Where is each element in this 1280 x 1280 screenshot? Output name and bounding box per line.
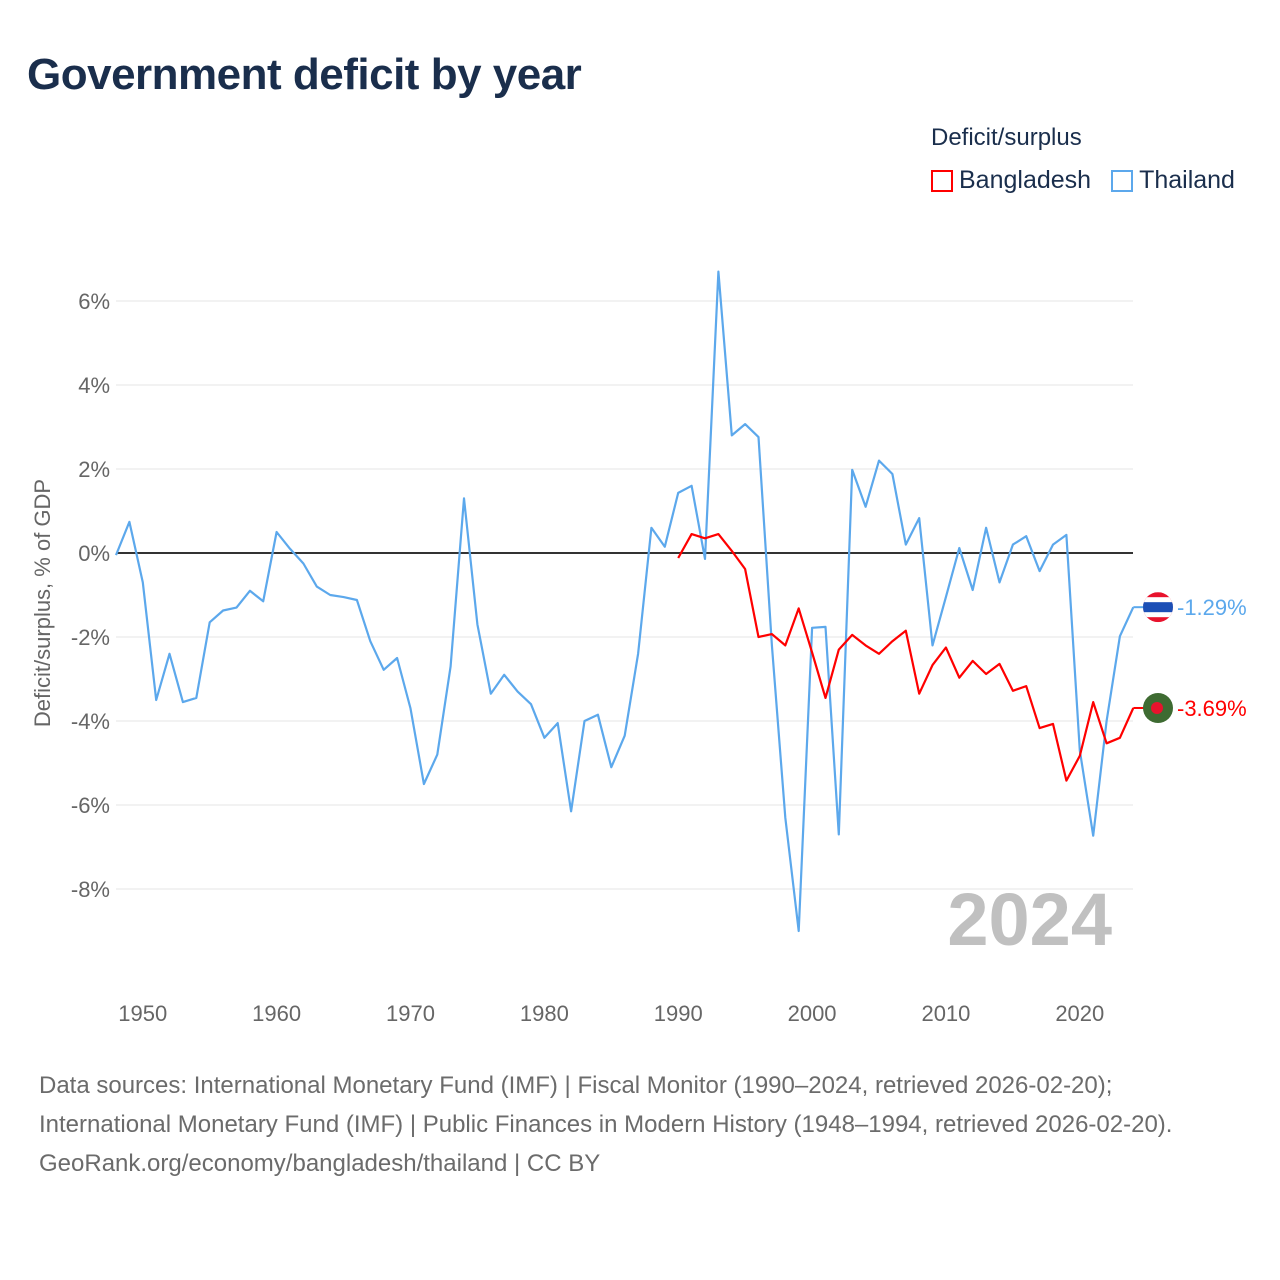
- x-tick-label: 1950: [118, 1001, 167, 1026]
- series-line-thailand: [114, 270, 1135, 933]
- end-value-label: -3.69%: [1177, 696, 1247, 721]
- x-tick-label: 2010: [921, 1001, 970, 1026]
- legend-item-thailand[interactable]: Thailand: [1111, 166, 1235, 195]
- data-sources: Data sources: International Monetary Fun…: [39, 1072, 1173, 1138]
- y-tick-label: 2%: [78, 457, 110, 482]
- x-tick-label: 1960: [252, 1001, 301, 1026]
- y-tick-label: 6%: [78, 289, 110, 314]
- y-axis-label: Deficit/surplus, % of GDP: [30, 479, 55, 727]
- y-tick-label: -4%: [71, 709, 110, 734]
- legend: Bangladesh Thailand: [931, 166, 1235, 195]
- thailand-flag-icon: [1143, 592, 1173, 623]
- x-tick-label: 2000: [788, 1001, 837, 1026]
- series-line-bangladesh: [677, 532, 1135, 782]
- footer: Data sources: International Monetary Fun…: [39, 1066, 1239, 1183]
- y-tick-label: -8%: [71, 877, 110, 902]
- end-value-label: -1.29%: [1177, 595, 1247, 620]
- credit-link[interactable]: GeoRank.org/economy/bangladesh/thailand …: [39, 1150, 601, 1177]
- bangladesh-flag-disc: [1151, 701, 1163, 714]
- legend-swatch-thailand: [1111, 169, 1134, 192]
- x-tick-label: 1980: [520, 1001, 569, 1026]
- year-watermark: 2024: [947, 878, 1112, 961]
- legend-item-bangladesh[interactable]: Bangladesh: [931, 166, 1091, 195]
- legend-title: Deficit/surplus: [931, 124, 1082, 151]
- legend-label: Thailand: [1139, 166, 1235, 194]
- legend-label: Bangladesh: [959, 166, 1092, 194]
- legend-swatch-bangladesh: [931, 169, 953, 192]
- x-tick-label: 1990: [654, 1001, 703, 1026]
- y-tick-label: -6%: [71, 793, 110, 818]
- x-tick-label: 2020: [1055, 1001, 1104, 1026]
- y-tick-label: 0%: [78, 541, 110, 566]
- x-tick-label: 1970: [386, 1001, 435, 1026]
- y-tick-label: 4%: [78, 373, 110, 398]
- chart-title: Government deficit by year: [27, 50, 582, 99]
- y-tick-label: -2%: [71, 625, 110, 650]
